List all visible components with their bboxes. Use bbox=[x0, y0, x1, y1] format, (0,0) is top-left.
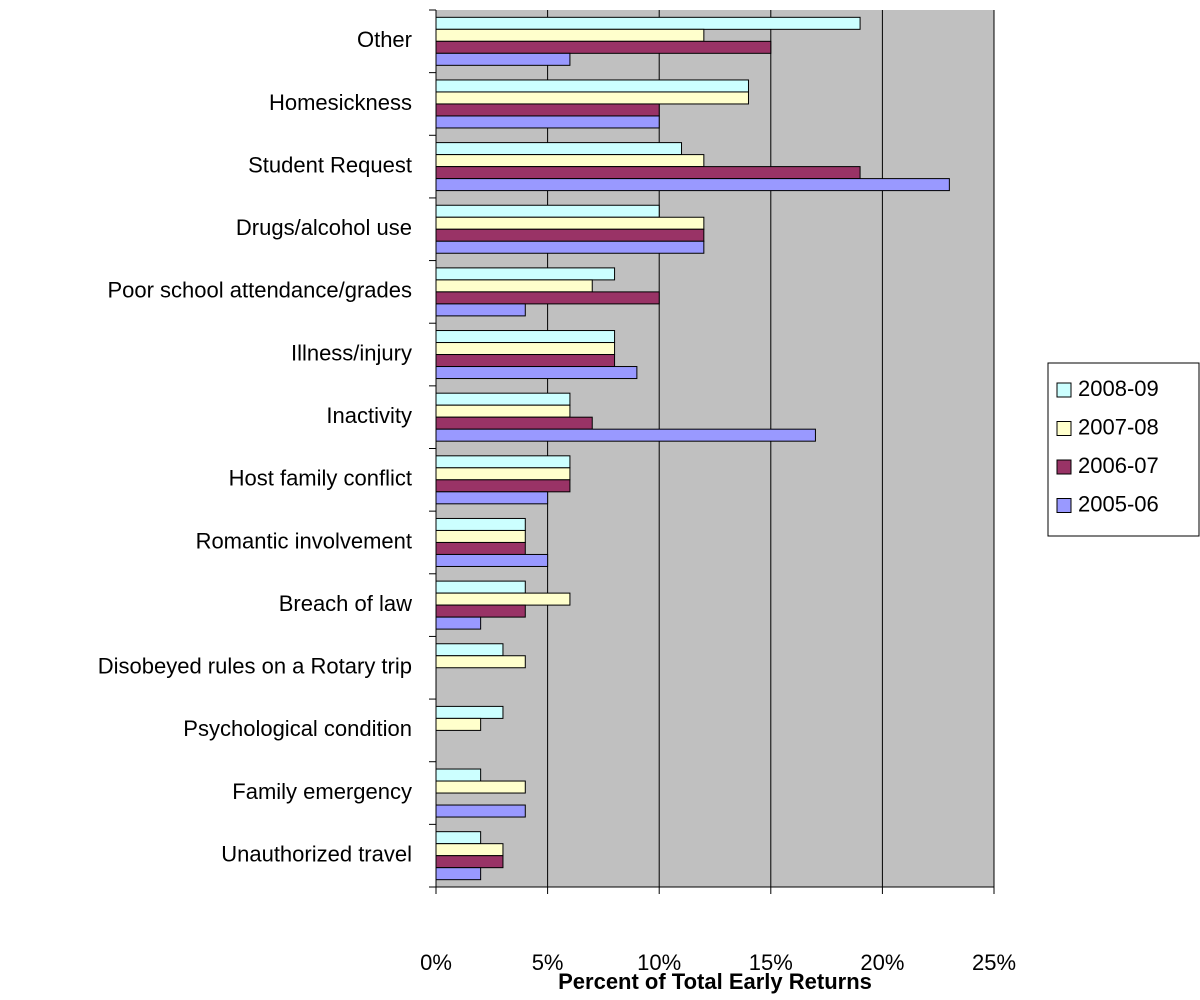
bar bbox=[435, 467, 571, 481]
bar bbox=[435, 142, 683, 156]
bar bbox=[435, 580, 526, 594]
bar bbox=[435, 831, 482, 845]
bar bbox=[435, 541, 526, 555]
legend-swatch bbox=[1056, 382, 1072, 398]
legend-swatch bbox=[1056, 498, 1072, 513]
y-tick-label: Disobeyed rules on a Rotary trip bbox=[98, 654, 412, 679]
legend-box bbox=[1047, 362, 1200, 537]
bar bbox=[435, 330, 616, 344]
bar bbox=[435, 267, 616, 281]
y-tick-label: Psychological condition bbox=[183, 716, 412, 741]
bar bbox=[435, 768, 482, 782]
plot-background bbox=[436, 10, 994, 887]
bar bbox=[435, 216, 705, 230]
bar bbox=[435, 717, 482, 731]
bar bbox=[435, 91, 749, 105]
bar bbox=[435, 491, 549, 505]
bar bbox=[435, 616, 482, 630]
bar bbox=[435, 416, 593, 430]
x-tick-label: 20% bbox=[860, 950, 904, 975]
legend-swatch bbox=[1056, 459, 1072, 475]
legend-label: 2008-09 bbox=[1078, 376, 1159, 401]
x-tick-label: 0% bbox=[420, 950, 452, 975]
legend-label: 2005-06 bbox=[1078, 491, 1159, 516]
bar bbox=[435, 28, 705, 42]
bar bbox=[435, 279, 593, 293]
bar bbox=[435, 705, 504, 719]
bar bbox=[435, 855, 504, 869]
x-tick-label: 15% bbox=[749, 950, 793, 975]
bar bbox=[435, 553, 549, 567]
bar bbox=[435, 303, 526, 317]
bar bbox=[435, 517, 526, 531]
bar bbox=[435, 166, 861, 180]
bar bbox=[435, 240, 705, 254]
y-tick-label: Student Request bbox=[248, 152, 412, 177]
legend-swatch bbox=[1056, 421, 1072, 436]
bar bbox=[435, 16, 861, 30]
bar bbox=[435, 103, 660, 117]
bar bbox=[435, 592, 571, 606]
bar bbox=[435, 342, 616, 356]
bar bbox=[435, 178, 950, 192]
y-tick-label: Family emergency bbox=[232, 779, 412, 804]
bar bbox=[435, 228, 705, 242]
y-tick-label: Illness/injury bbox=[291, 340, 412, 365]
bar bbox=[435, 154, 705, 168]
bar bbox=[435, 529, 526, 543]
y-tick-label: Romantic involvement bbox=[196, 528, 412, 553]
x-tick-label: 5% bbox=[532, 950, 564, 975]
bar bbox=[435, 843, 504, 857]
bar bbox=[435, 79, 749, 93]
bar bbox=[435, 479, 571, 493]
bar bbox=[435, 643, 504, 657]
bar bbox=[435, 867, 482, 881]
bar bbox=[435, 804, 526, 818]
legend-label: 2007-08 bbox=[1078, 414, 1159, 439]
y-tick-label: Host family conflict bbox=[229, 466, 412, 491]
bar bbox=[435, 455, 571, 469]
bar bbox=[435, 655, 526, 669]
x-axis-title: Percent of Total Early Returns bbox=[558, 969, 872, 994]
bar bbox=[435, 404, 571, 418]
x-tick-label: 25% bbox=[972, 950, 1016, 975]
bar bbox=[435, 40, 772, 54]
y-tick-label: Inactivity bbox=[326, 403, 412, 428]
bar bbox=[435, 204, 660, 218]
bar bbox=[435, 604, 526, 618]
bar bbox=[435, 428, 816, 442]
bar bbox=[435, 780, 526, 794]
y-tick-label: Homesickness bbox=[269, 90, 412, 115]
bar bbox=[435, 354, 616, 368]
bar bbox=[435, 291, 660, 305]
y-tick-label: Unauthorized travel bbox=[221, 841, 412, 866]
bar bbox=[435, 115, 660, 129]
y-tick-label: Other bbox=[357, 27, 412, 52]
y-tick-label: Poor school attendance/grades bbox=[107, 278, 412, 303]
legend-label: 2006-07 bbox=[1078, 453, 1159, 478]
y-tick-label: Breach of law bbox=[279, 591, 412, 616]
x-tick-label: 10% bbox=[637, 950, 681, 975]
bar bbox=[435, 366, 638, 380]
bar bbox=[435, 392, 571, 406]
y-tick-label: Drugs/alcohol use bbox=[236, 215, 412, 240]
bar bbox=[435, 52, 571, 66]
